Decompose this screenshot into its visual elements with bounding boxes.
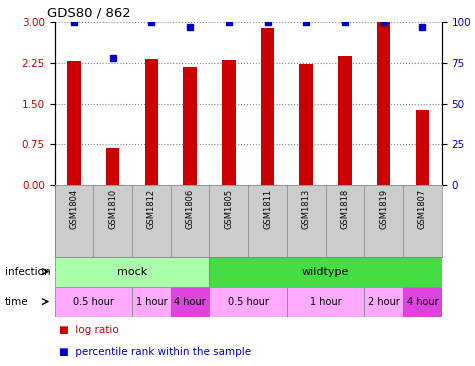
Text: GSM1810: GSM1810 [108,189,117,229]
Bar [364,287,403,317]
Text: GSM1813: GSM1813 [302,189,311,229]
Bar [209,257,442,287]
Text: 4 hour: 4 hour [407,296,438,307]
Text: GSM1812: GSM1812 [147,189,156,229]
Bar [106,148,120,185]
Text: infection: infection [5,266,50,277]
Text: 1 hour: 1 hour [310,296,342,307]
Bar [171,287,209,317]
Text: 1 hour: 1 hour [135,296,167,307]
Bar [338,56,352,185]
Bar [144,59,158,185]
Bar [183,67,197,185]
Bar [416,110,429,185]
Text: GSM1805: GSM1805 [224,189,233,229]
Bar [299,64,313,185]
Bar [132,287,171,317]
Text: ■  percentile rank within the sample: ■ percentile rank within the sample [59,347,251,357]
Bar [287,287,364,317]
Text: mock: mock [117,266,147,277]
Text: GSM1818: GSM1818 [341,189,350,229]
Bar [67,61,81,185]
Text: GSM1806: GSM1806 [186,189,195,229]
Text: 4 hour: 4 hour [174,296,206,307]
Bar [261,29,275,185]
Text: GSM1819: GSM1819 [379,189,388,229]
Bar [55,287,132,317]
Text: GSM1804: GSM1804 [69,189,78,229]
Bar [222,60,236,185]
Text: GDS80 / 862: GDS80 / 862 [47,6,131,19]
Text: GSM1807: GSM1807 [418,189,427,229]
Text: 0.5 hour: 0.5 hour [228,296,269,307]
Text: time: time [5,296,28,307]
Text: wildtype: wildtype [302,266,349,277]
Bar [403,287,442,317]
Bar [55,257,209,287]
Text: ■  log ratio: ■ log ratio [59,325,119,335]
Text: GSM1811: GSM1811 [263,189,272,229]
Bar [209,287,287,317]
Bar [377,22,390,185]
Text: 0.5 hour: 0.5 hour [73,296,114,307]
Text: 2 hour: 2 hour [368,296,399,307]
